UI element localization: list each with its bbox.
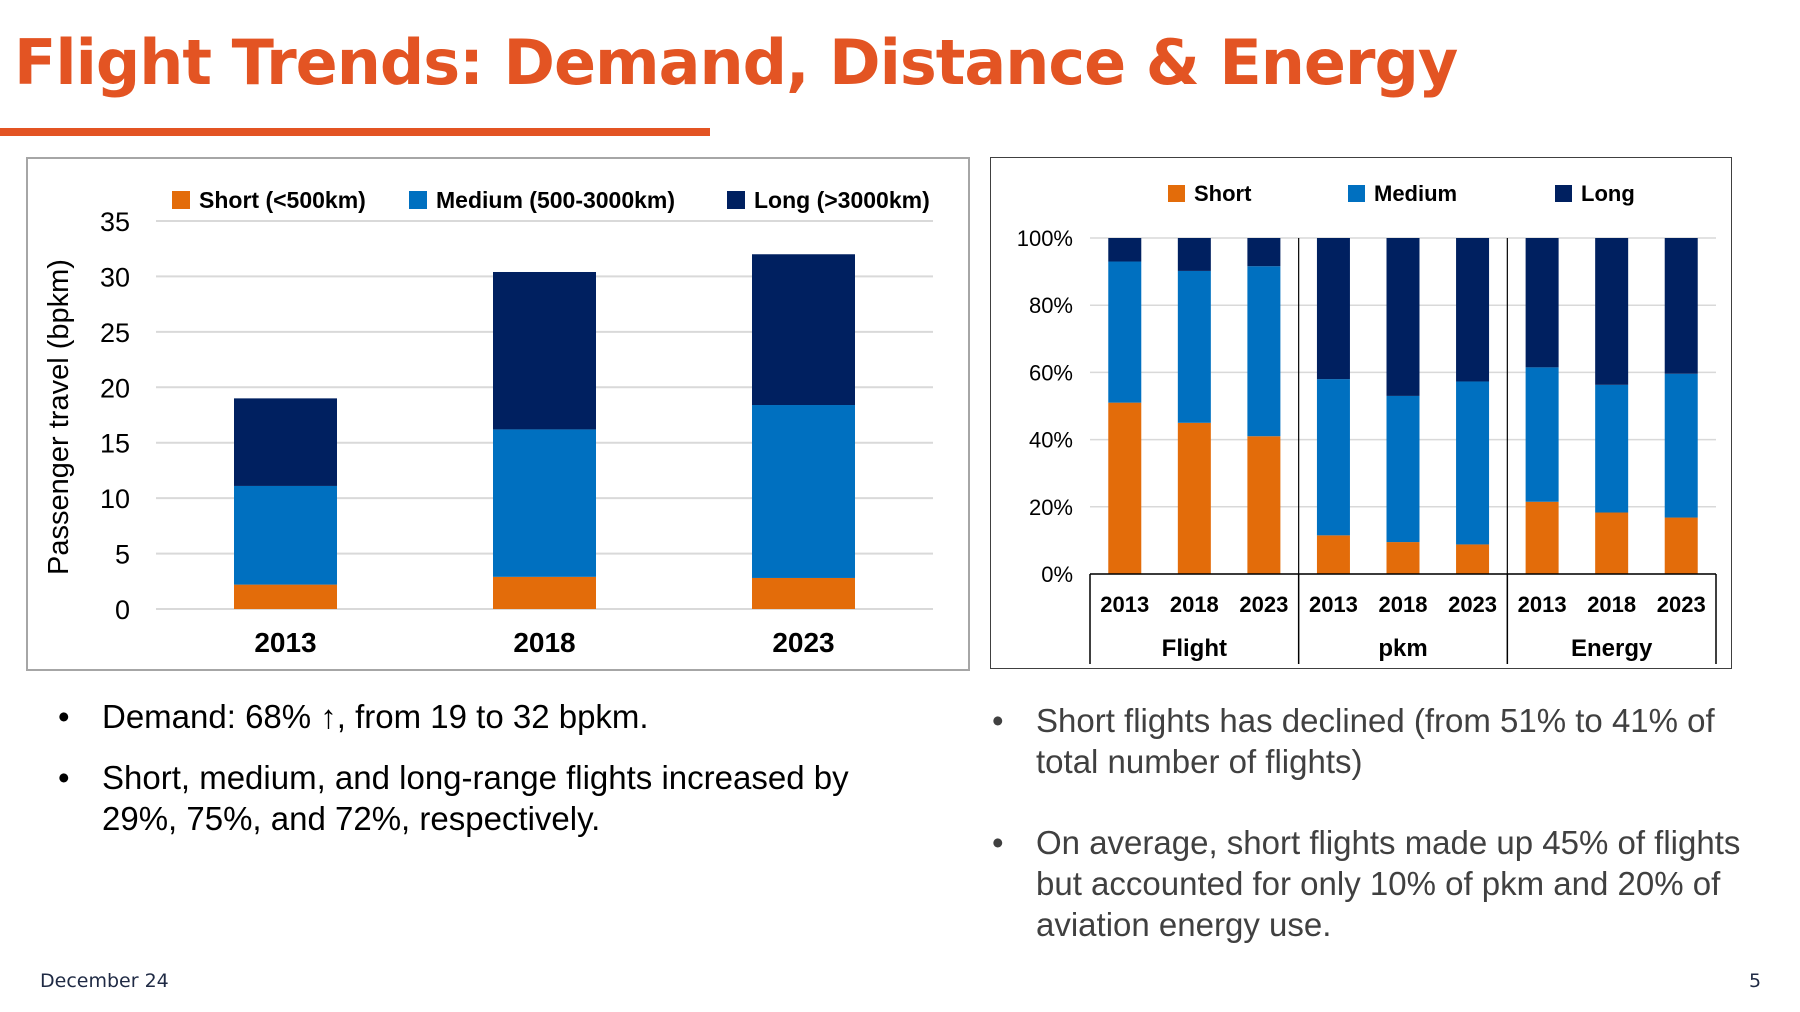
bullet-item: Short, medium, and long-range flights in… (58, 757, 878, 839)
bar-medium-energy-2013 (1525, 367, 1559, 502)
bar-short-2013 (234, 584, 337, 609)
bar-long-2018 (493, 271, 596, 430)
bar-long-pkm-2013 (1316, 238, 1350, 380)
y-tick-label: 0 (115, 595, 130, 625)
title-underline (0, 128, 710, 136)
legend-label: Long (1581, 181, 1635, 206)
bullet-item: On average, short flights made up 45% of… (992, 822, 1752, 945)
legend-swatch (727, 191, 745, 209)
bar-medium-2013 (234, 485, 337, 585)
legend-label: Medium (1374, 181, 1457, 206)
page-number: 5 (1749, 970, 1762, 992)
y-tick-label: 20% (1029, 495, 1073, 520)
legend-label: Medium (500-3000km) (436, 187, 675, 213)
legend-swatch (1348, 185, 1365, 202)
y-axis-title: Passenger travel (bpkm) (43, 259, 75, 575)
bar-long-flight-2018 (1177, 238, 1211, 271)
bar-long-energy-2023 (1664, 238, 1698, 374)
y-tick-label: 25 (100, 318, 130, 348)
y-tick-label: 10 (100, 484, 130, 514)
y-tick-label: 30 (100, 262, 130, 292)
share-chart-svg: 0% 20% 40% 60% 80% 100% 2013 2018 2023 Flight 2013… (1017, 181, 1717, 664)
bullet-item: Demand: 68% ↑, from 19 to 32 bpkm. (58, 696, 878, 737)
y-tick-label: 15 (100, 429, 130, 459)
legend-swatch (1555, 185, 1572, 202)
bar-short-energy-2013 (1525, 501, 1559, 574)
bar-medium-energy-2018 (1595, 384, 1629, 513)
group-label: Flight (1162, 635, 1227, 662)
bar-short-flight-2013 (1108, 402, 1142, 574)
bar-long-pkm-2023 (1456, 238, 1490, 382)
x-tick-label: 2023 (1239, 592, 1288, 617)
bar-long-energy-2013 (1525, 238, 1559, 368)
bar-long-flight-2013 (1108, 238, 1142, 262)
footer-date: December 24 (40, 970, 169, 992)
y-tick-label: 20 (100, 373, 130, 403)
legend-swatch (1168, 185, 1185, 202)
x-tick-label: 2018 (1170, 592, 1219, 617)
bar-short-energy-2023 (1664, 517, 1698, 574)
bar-medium-2023 (752, 405, 855, 578)
bar-short-pkm-2013 (1316, 535, 1350, 574)
x-tick-label: 2023 (1657, 592, 1706, 617)
y-tick-label: 35 (100, 207, 130, 237)
legend-label: Short (<500km) (199, 187, 366, 213)
demand-chart: 0 5 10 15 20 25 30 35 Passenger travel (bpkm) 201… (26, 157, 970, 671)
bar-long-flight-2023 (1247, 238, 1281, 267)
bar-medium-2018 (493, 429, 596, 577)
x-tick-label: 2018 (1587, 592, 1636, 617)
legend-swatch (409, 191, 427, 209)
y-tick-label: 100% (1017, 226, 1073, 251)
y-tick-label: 40% (1029, 428, 1073, 453)
bar-medium-flight-2018 (1177, 270, 1211, 423)
group-label: Energy (1571, 635, 1653, 662)
bullets-right: Short flights has declined (from 51% to … (992, 700, 1752, 985)
bar-long-2013 (234, 398, 337, 486)
bullets-left: Demand: 68% ↑, from 19 to 32 bpkm. Short… (58, 696, 878, 859)
bar-short-flight-2018 (1177, 422, 1211, 574)
x-tick-label: 2013 (1100, 592, 1149, 617)
y-tick-label: 0% (1041, 562, 1073, 587)
bar-medium-pkm-2013 (1316, 379, 1350, 536)
x-tick-label: 2013 (1309, 592, 1358, 617)
bar-short-pkm-2018 (1386, 542, 1420, 574)
bullet-item: Short flights has declined (from 51% to … (992, 700, 1752, 782)
legend-label: Long (>3000km) (754, 187, 930, 213)
x-tick-label: 2013 (1518, 592, 1567, 617)
bar-short-flight-2023 (1247, 436, 1281, 574)
bar-medium-energy-2023 (1664, 373, 1698, 518)
group-label: pkm (1378, 635, 1427, 662)
bar-long-2023 (752, 254, 855, 406)
x-tick-label: 2023 (772, 627, 834, 658)
x-tick-label: 2018 (513, 627, 575, 658)
x-tick-label: 2023 (1448, 592, 1497, 617)
y-tick-label: 60% (1029, 360, 1073, 385)
slide-title: Flight Trends: Demand, Distance & Energy (14, 26, 1458, 99)
bar-medium-flight-2023 (1247, 266, 1281, 437)
y-tick-label: 80% (1029, 293, 1073, 318)
bar-short-2023 (752, 577, 855, 609)
bar-medium-flight-2013 (1108, 261, 1142, 403)
legend-swatch (172, 191, 190, 209)
bar-short-pkm-2023 (1456, 544, 1490, 574)
legend-label: Short (1194, 181, 1252, 206)
bar-short-energy-2018 (1595, 512, 1629, 574)
bar-long-energy-2018 (1595, 238, 1629, 385)
bar-medium-pkm-2018 (1386, 395, 1420, 543)
bar-long-pkm-2018 (1386, 238, 1420, 396)
x-tick-label: 2018 (1379, 592, 1428, 617)
bar-short-2018 (493, 576, 596, 609)
x-tick-label: 2013 (254, 627, 316, 658)
bar-medium-pkm-2023 (1456, 381, 1490, 545)
demand-chart-svg: 0 5 10 15 20 25 30 35 Passenger travel (bpkm) 201… (43, 187, 933, 658)
share-chart: 0% 20% 40% 60% 80% 100% 2013 2018 2023 Flight 2013… (990, 157, 1732, 669)
y-tick-label: 5 (115, 540, 130, 570)
